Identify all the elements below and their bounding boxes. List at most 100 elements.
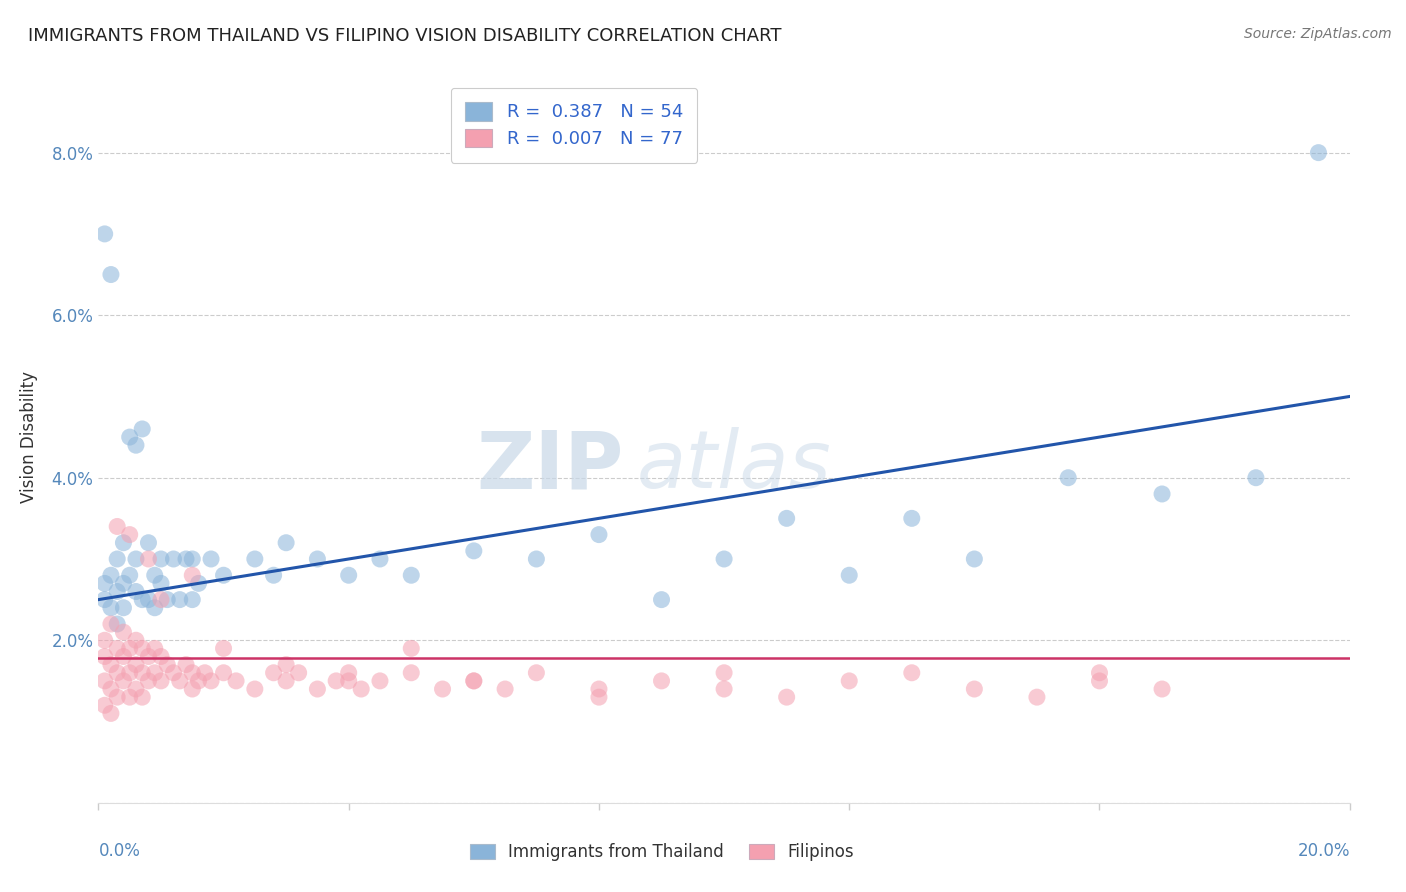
Point (713, 552, 735, 566)
Point (105, 641, 128, 656)
Point (1308, 145, 1330, 160)
Point (463, 673, 485, 688)
Point (112, 625, 135, 640)
Point (125, 633, 148, 648)
Point (125, 584, 148, 599)
Point (463, 673, 485, 688)
Point (1152, 681, 1174, 696)
Point (337, 665, 360, 680)
Point (401, 568, 423, 582)
Point (194, 665, 217, 680)
Point (131, 641, 153, 656)
Point (243, 552, 266, 566)
Point (432, 681, 454, 696)
Point (156, 657, 179, 672)
Point (174, 552, 197, 566)
Point (118, 527, 141, 541)
Point (650, 592, 672, 607)
Point (150, 592, 173, 607)
Point (263, 568, 285, 582)
Point (900, 511, 922, 525)
Point (105, 617, 128, 632)
Point (93, 576, 115, 591)
Point (162, 552, 184, 566)
Point (1026, 690, 1049, 705)
Point (212, 568, 235, 582)
Legend: R =  0.387   N = 54, R =  0.007   N = 77: R = 0.387 N = 54, R = 0.007 N = 77 (450, 87, 697, 162)
Point (588, 690, 610, 705)
Point (118, 665, 141, 680)
Point (131, 422, 153, 436)
Point (776, 690, 799, 705)
Text: atlas: atlas (637, 427, 831, 506)
Point (105, 690, 128, 705)
Point (118, 641, 141, 656)
Text: IMMIGRANTS FROM THAILAND VS FILIPINO VISION DISABILITY CORRELATION CHART: IMMIGRANTS FROM THAILAND VS FILIPINO VIS… (28, 27, 782, 45)
Text: 20.0%: 20.0% (1298, 842, 1350, 860)
Point (463, 544, 485, 558)
Text: Source: ZipAtlas.com: Source: ZipAtlas.com (1244, 27, 1392, 41)
Point (776, 511, 799, 525)
Point (93, 633, 115, 648)
Point (100, 706, 122, 721)
Point (105, 665, 128, 680)
Point (181, 552, 204, 566)
Point (93, 592, 115, 607)
Point (100, 617, 122, 632)
Point (118, 430, 141, 444)
Point (187, 576, 209, 591)
Text: 0.0%: 0.0% (98, 842, 141, 860)
Point (307, 681, 329, 696)
Point (838, 568, 860, 582)
Point (100, 681, 122, 696)
Point (100, 657, 122, 672)
Point (337, 673, 360, 688)
Point (350, 681, 373, 696)
Point (138, 649, 160, 664)
Point (169, 673, 191, 688)
Point (93, 673, 115, 688)
Point (138, 535, 160, 549)
Point (93, 698, 115, 713)
Point (181, 665, 204, 680)
Point (112, 535, 135, 549)
Point (274, 535, 298, 549)
Point (93, 649, 115, 664)
Point (274, 657, 298, 672)
Point (150, 673, 173, 688)
Point (494, 681, 516, 696)
Point (588, 681, 610, 696)
Point (588, 527, 610, 541)
Point (125, 657, 148, 672)
Point (125, 438, 148, 452)
Point (212, 641, 235, 656)
Point (150, 649, 173, 664)
Point (138, 592, 160, 607)
Point (105, 552, 128, 566)
Point (225, 673, 247, 688)
Point (143, 665, 166, 680)
Point (713, 681, 735, 696)
Point (112, 649, 135, 664)
Point (1088, 673, 1111, 688)
Point (112, 673, 135, 688)
Point (93, 227, 115, 241)
Point (100, 568, 122, 582)
Point (1057, 471, 1080, 485)
Point (963, 552, 986, 566)
Point (650, 673, 672, 688)
Point (1088, 665, 1111, 680)
Point (368, 552, 391, 566)
Point (131, 690, 153, 705)
Point (169, 592, 191, 607)
Point (526, 552, 548, 566)
Point (138, 552, 160, 566)
Point (100, 268, 122, 282)
Point (287, 665, 309, 680)
Point (713, 665, 735, 680)
Point (100, 600, 122, 615)
Point (212, 665, 235, 680)
Point (900, 665, 922, 680)
Point (125, 552, 148, 566)
Point (181, 592, 204, 607)
